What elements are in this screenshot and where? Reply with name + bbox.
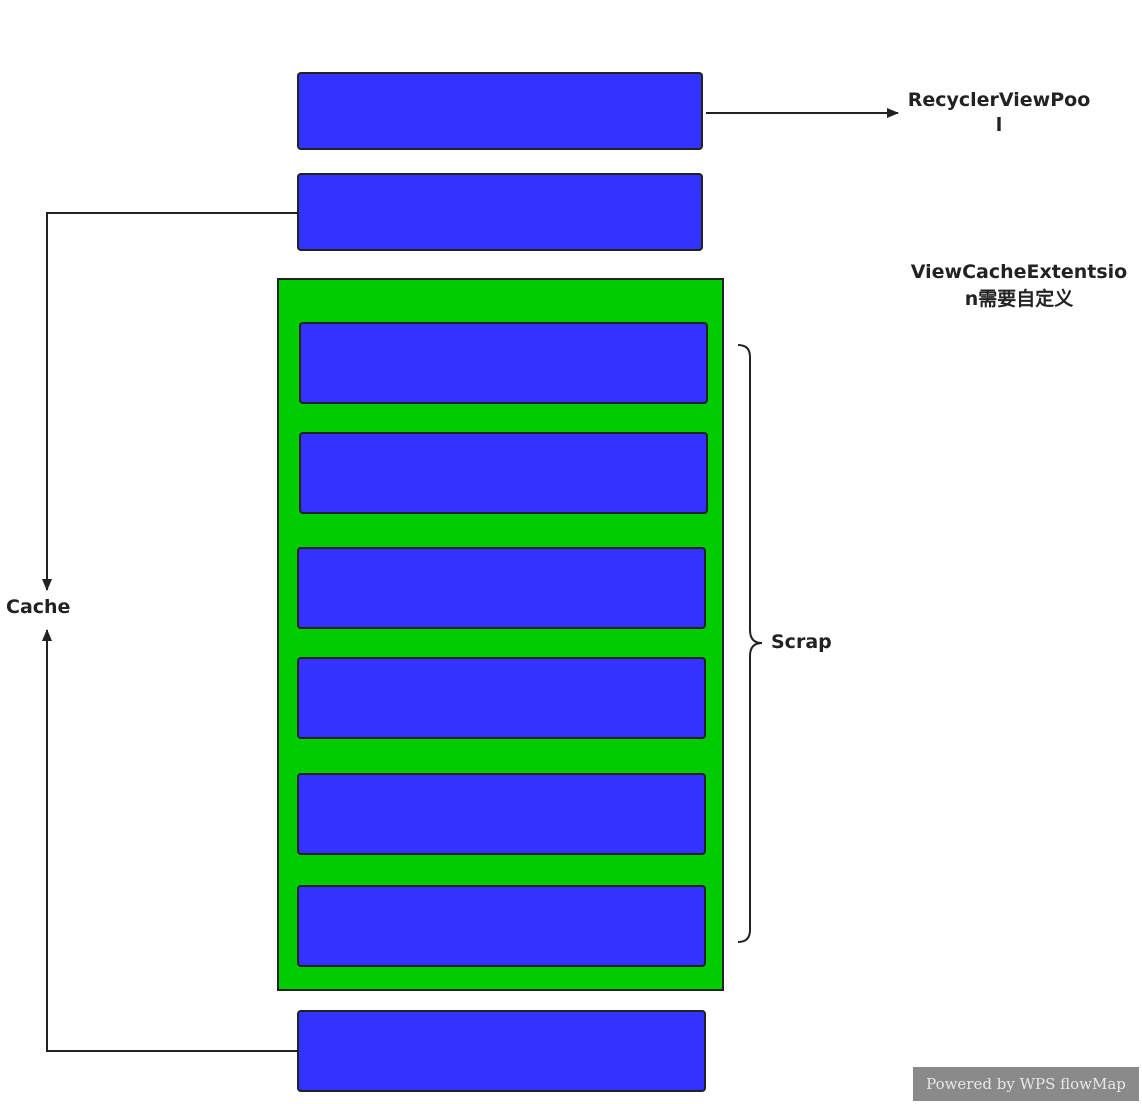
cache-view-box-bottom [297, 1010, 706, 1092]
pool-label-line1: RecyclerViewPoo [907, 89, 1091, 111]
recycler-view-pool-label: RecyclerViewPoo l [901, 88, 1097, 138]
cache-label: Cache [6, 596, 71, 618]
scrap-view-box [297, 885, 706, 967]
view-cache-extension-label: ViewCacheExtentsio n需要自定义 [901, 259, 1137, 313]
extension-label-line2: n需要自定义 [964, 288, 1074, 310]
scrap-label: Scrap [771, 631, 832, 653]
extension-label-line1: ViewCacheExtentsio [910, 261, 1128, 283]
cache-view-box-top [297, 173, 703, 251]
scrap-view-box [299, 322, 708, 404]
scrap-view-box [299, 432, 708, 514]
scrap-view-box [297, 547, 706, 629]
cache-arrow-bottom [42, 629, 297, 1052]
pool-view-box [297, 72, 703, 150]
cache-arrow-top [42, 212, 297, 591]
scrap-brace [737, 344, 763, 943]
scrap-view-box [297, 773, 706, 855]
pool-label-line2: l [995, 114, 1003, 136]
watermark: Powered by WPS flowMap [913, 1067, 1139, 1101]
scrap-view-box [297, 657, 706, 739]
